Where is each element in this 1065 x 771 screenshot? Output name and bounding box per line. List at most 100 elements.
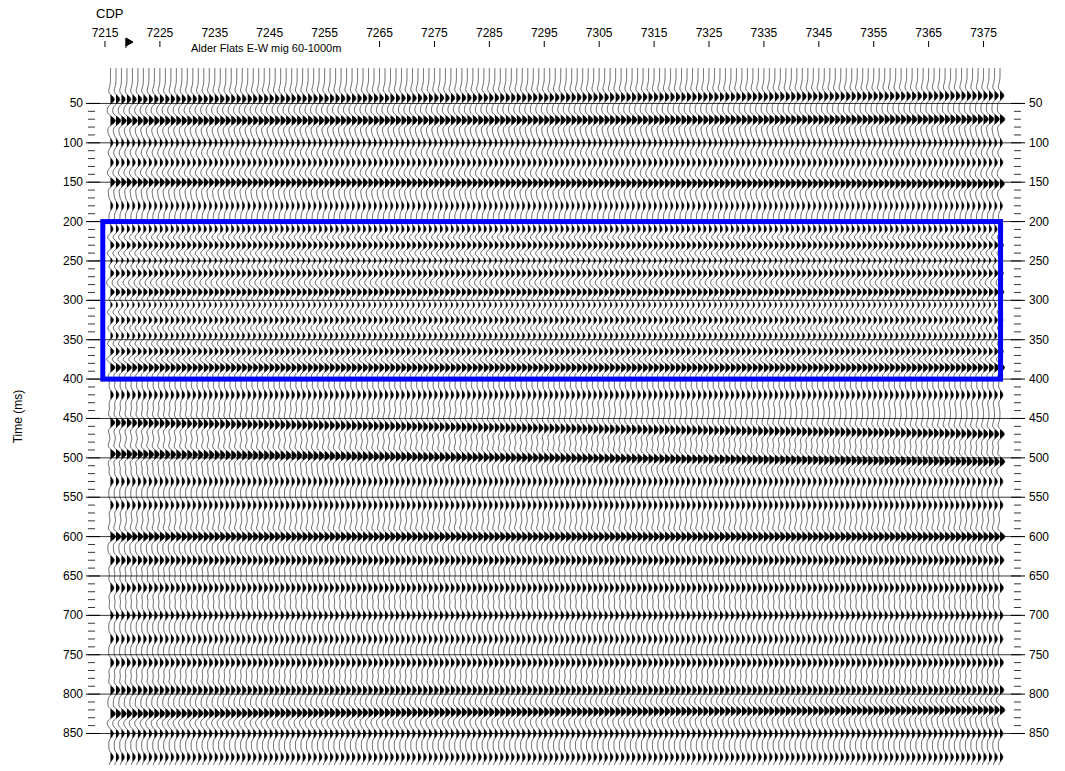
minor-tick <box>1014 197 1021 198</box>
minor-tick <box>1014 717 1021 718</box>
traces <box>107 68 1005 765</box>
minor-tick <box>1014 426 1021 427</box>
trace-fill <box>380 94 385 763</box>
y-tick-label-right: 250 <box>1029 254 1049 268</box>
minor-tick <box>1014 276 1021 277</box>
trace-wiggle <box>925 68 934 765</box>
trace-fill <box>621 92 626 762</box>
marker-flag <box>126 38 133 48</box>
trace-wiggle <box>936 68 945 765</box>
y-tick-right <box>1011 260 1025 261</box>
trace-wiggle <box>826 68 835 765</box>
trace-fill <box>665 92 670 762</box>
y-tick-label-right: 700 <box>1029 608 1049 622</box>
y-tick-label: 700 <box>63 608 83 622</box>
minor-tick <box>88 237 95 238</box>
y-tick-label-right: 450 <box>1029 411 1049 425</box>
grid-line <box>88 694 1021 695</box>
y-tick <box>86 733 100 734</box>
minor-tick <box>1014 631 1021 632</box>
minor-tick <box>88 111 95 112</box>
x-tick <box>818 41 819 47</box>
trace-fill <box>143 95 148 763</box>
trace-wiggle <box>195 68 204 765</box>
trace-wiggle <box>694 68 703 765</box>
trace-wiggle <box>184 68 193 765</box>
minor-tick <box>1014 442 1021 443</box>
trace-fill <box>374 94 379 763</box>
trace-wiggle <box>782 68 791 765</box>
trace-wiggle <box>645 68 654 765</box>
minor-tick <box>88 268 95 269</box>
minor-tick <box>1014 394 1021 395</box>
trace-wiggle <box>584 68 593 765</box>
y-tick-label: 400 <box>63 372 83 386</box>
minor-tick <box>88 646 95 647</box>
trace-wiggle <box>930 68 939 765</box>
trace-fill <box>643 92 648 762</box>
trace-wiggle <box>859 68 868 765</box>
minor-tick <box>1014 670 1021 671</box>
trace-fill <box>907 92 912 763</box>
trace-wiggle <box>667 68 676 765</box>
minor-tick <box>88 670 95 671</box>
trace-fill <box>275 94 280 763</box>
x-tick <box>434 41 435 47</box>
trace-wiggle <box>755 68 764 765</box>
minor-tick <box>88 662 95 663</box>
x-tick-label: 7325 <box>696 26 723 40</box>
y-tick-label-right: 550 <box>1029 490 1049 504</box>
minor-tick <box>88 292 95 293</box>
minor-tick <box>88 355 95 356</box>
x-tick-label: 7315 <box>641 26 668 40</box>
minor-tick <box>88 426 95 427</box>
minor-tick <box>1014 371 1021 372</box>
trace-wiggle <box>749 68 758 765</box>
minor-tick <box>1014 323 1021 324</box>
minor-tick <box>1014 174 1021 175</box>
highlight-box <box>103 222 1001 380</box>
minor-tick <box>88 505 95 506</box>
trace-wiggle <box>156 68 165 765</box>
x-tick-label: 7235 <box>201 26 228 40</box>
trace-fill <box>835 92 840 763</box>
minor-tick <box>1014 709 1021 710</box>
trace-wiggle <box>958 68 967 765</box>
minor-tick <box>88 442 95 443</box>
trace-fill <box>154 95 159 763</box>
y-tick-label-right: 500 <box>1029 451 1049 465</box>
minor-tick <box>88 544 95 545</box>
trace-fill <box>846 92 851 763</box>
y-tick-label-right: 650 <box>1029 569 1049 583</box>
y-tick-label-right: 100 <box>1029 136 1049 150</box>
minor-tick <box>88 686 95 687</box>
minor-tick <box>88 190 95 191</box>
y-tick-label: 800 <box>63 687 83 701</box>
minor-tick <box>1014 410 1021 411</box>
trace-wiggle <box>881 68 890 765</box>
trace-wiggle <box>744 68 753 765</box>
trace-wiggle <box>107 68 116 765</box>
minor-tick <box>88 205 95 206</box>
y-tick-right <box>1011 654 1025 655</box>
minor-tick <box>1014 528 1021 529</box>
minor-tick <box>88 528 95 529</box>
x-tick-label: 7255 <box>311 26 338 40</box>
trace-wiggle <box>985 68 994 765</box>
trace-wiggle <box>678 68 687 765</box>
y-tick <box>86 418 100 419</box>
trace-wiggle <box>118 68 127 765</box>
trace-fill <box>369 94 374 763</box>
trace-wiggle <box>947 68 956 765</box>
trace-wiggle <box>980 68 989 765</box>
y-tick-right <box>1011 536 1025 537</box>
trace-wiggle <box>771 68 780 765</box>
minor-tick <box>1014 552 1021 553</box>
trace-wiggle <box>897 68 906 765</box>
y-tick <box>86 142 100 143</box>
trace-wiggle <box>145 68 154 765</box>
trace-fill <box>929 92 934 763</box>
minor-tick <box>88 607 95 608</box>
trace-fill <box>676 92 681 762</box>
y-tick-label: 250 <box>63 254 83 268</box>
